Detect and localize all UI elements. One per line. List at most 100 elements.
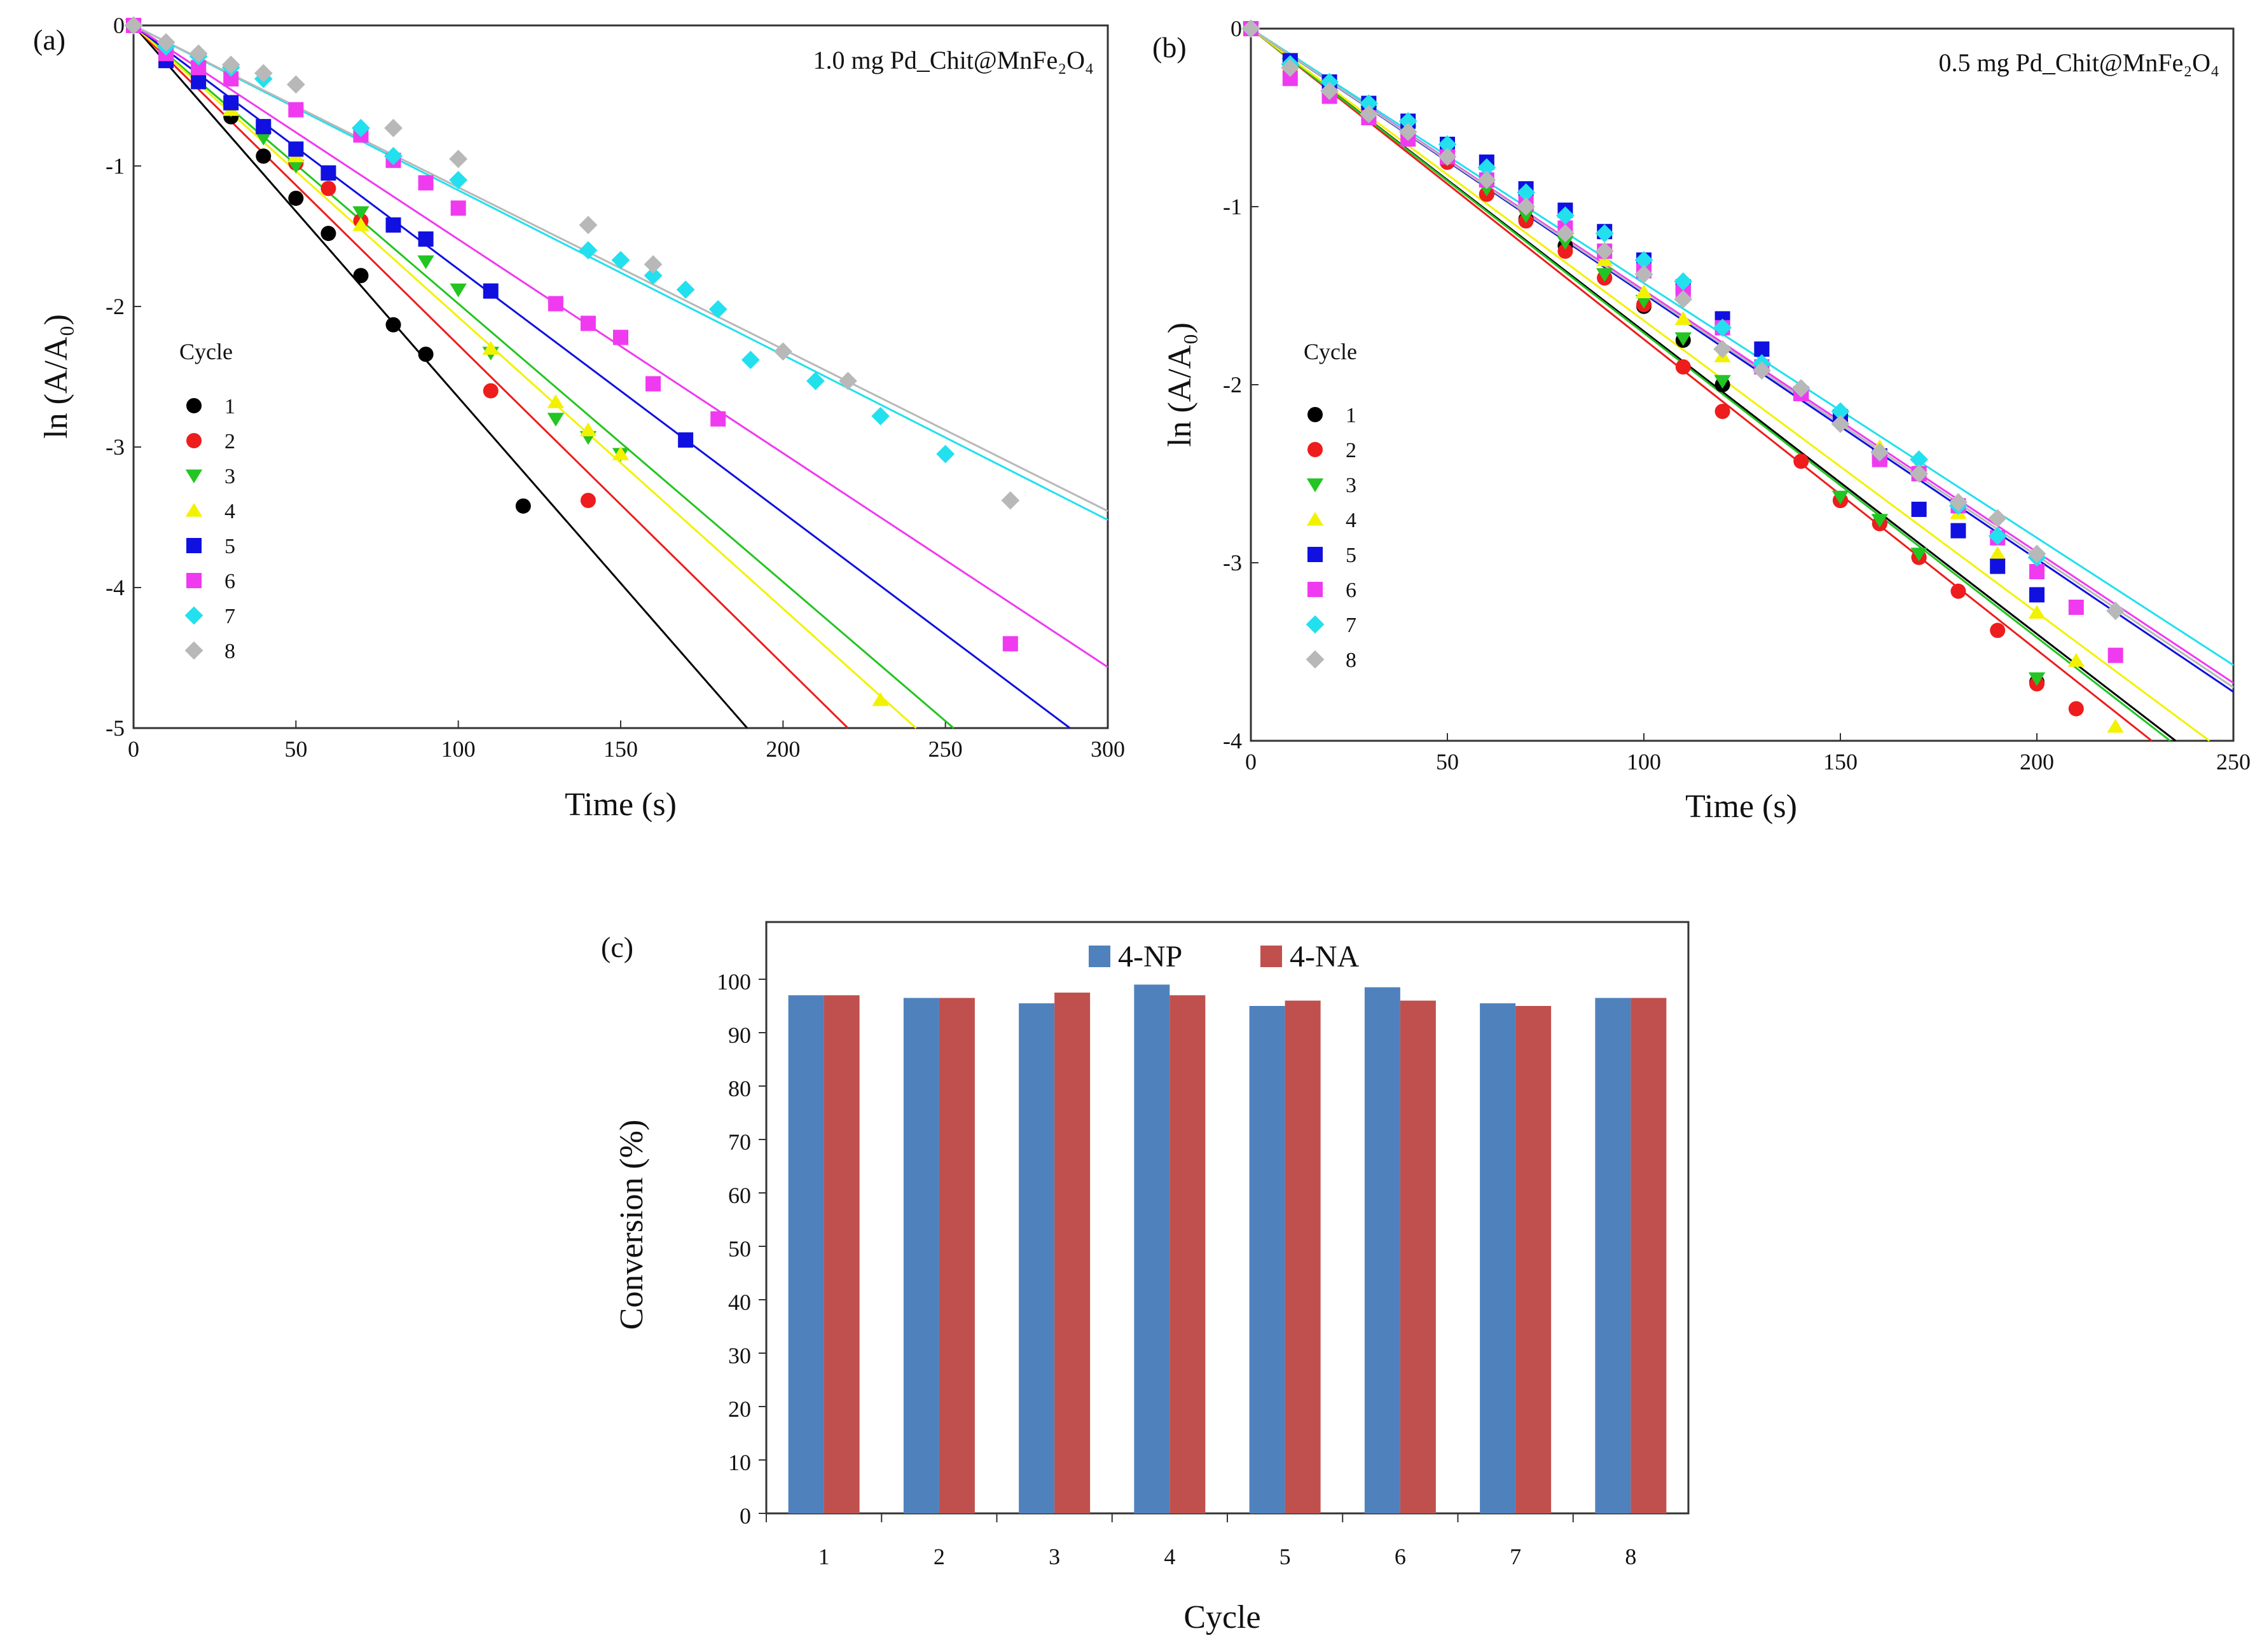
data-point-cycle-5 bbox=[2029, 587, 2045, 603]
legend-label-cycle-5: 5 bbox=[1346, 544, 1356, 567]
legend-label-4-NA: 4-NA bbox=[1290, 940, 1360, 974]
bar-4-NA-cycle-1 bbox=[824, 995, 860, 1513]
data-point-cycle-8 bbox=[189, 44, 208, 63]
data-point-cycle-2 bbox=[580, 492, 596, 508]
legend-marker-cycle-3 bbox=[1306, 478, 1324, 492]
panel-a-chart: (a) 1.0 mg Pd_Chit@MnFe₂O₄ ln (A/A₀) Tim… bbox=[33, 13, 1125, 823]
fit-line-cycle-1 bbox=[132, 25, 748, 729]
panel-a-annotation: 1.0 mg Pd_Chit@MnFe₂O₄ bbox=[813, 46, 1094, 74]
bar-4-NP-cycle-4 bbox=[1134, 984, 1170, 1513]
data-point-cycle-6 bbox=[548, 296, 563, 312]
x-tick-label: 0 bbox=[128, 736, 139, 762]
data-point-cycle-7 bbox=[1438, 135, 1457, 154]
y-tick-label: 10 bbox=[728, 1450, 751, 1475]
data-point-cycle-7 bbox=[449, 170, 468, 189]
panel-a-ylabel: ln (A/A₀) bbox=[38, 314, 74, 439]
data-point-cycle-2 bbox=[1675, 359, 1691, 375]
legend-marker-cycle-5 bbox=[1307, 547, 1323, 562]
data-point-cycle-7 bbox=[936, 444, 955, 464]
data-point-cycle-1 bbox=[418, 347, 434, 362]
data-point-cycle-2 bbox=[321, 181, 336, 196]
y-tick-label: -4 bbox=[1223, 728, 1242, 754]
legend-label-cycle-3: 3 bbox=[224, 465, 235, 488]
data-point-cycle-3 bbox=[1910, 547, 1928, 561]
x-tick-label: 3 bbox=[1049, 1544, 1060, 1569]
bar-4-NA-cycle-5 bbox=[1285, 1000, 1321, 1513]
data-point-cycle-1 bbox=[353, 268, 369, 284]
data-point-cycle-7 bbox=[1634, 251, 1653, 270]
panel-a-xlabel: Time (s) bbox=[565, 787, 677, 823]
legend-marker-cycle-2 bbox=[1307, 442, 1323, 457]
y-tick-label: 100 bbox=[717, 969, 751, 995]
x-tick-label: 200 bbox=[766, 736, 800, 762]
data-point-cycle-2 bbox=[1557, 244, 1573, 259]
data-point-cycle-2 bbox=[483, 383, 499, 399]
legend-label-cycle-7: 7 bbox=[1346, 614, 1356, 637]
data-point-cycle-8 bbox=[1949, 493, 1968, 512]
data-point-cycle-1 bbox=[321, 226, 336, 242]
data-point-cycle-6 bbox=[450, 200, 466, 216]
data-point-cycle-7 bbox=[352, 118, 370, 137]
legend-marker-cycle-1 bbox=[1307, 407, 1323, 422]
data-point-cycle-4 bbox=[579, 422, 597, 437]
data-point-cycle-7 bbox=[708, 300, 728, 319]
data-point-cycle-7 bbox=[806, 371, 825, 390]
data-point-cycle-8 bbox=[2106, 602, 2125, 620]
x-tick-label: 6 bbox=[1395, 1544, 1406, 1569]
data-point-cycle-3 bbox=[1714, 375, 1731, 389]
data-point-cycle-4 bbox=[482, 341, 499, 355]
data-point-cycle-4 bbox=[1674, 311, 1692, 325]
legend-marker-cycle-1 bbox=[186, 398, 202, 413]
data-point-cycle-5 bbox=[385, 217, 401, 233]
data-point-cycle-7 bbox=[1713, 319, 1732, 337]
x-tick-label: 100 bbox=[1627, 749, 1661, 774]
legend-swatch-4-NA bbox=[1260, 946, 1282, 967]
data-point-cycle-5 bbox=[223, 95, 239, 111]
legend-label-cycle-2: 2 bbox=[224, 430, 235, 453]
legend-label-cycle-1: 1 bbox=[1346, 404, 1356, 427]
legend-marker-cycle-6 bbox=[186, 573, 202, 588]
panel-b-legend-title: Cycle bbox=[1304, 339, 1357, 364]
data-point-cycle-7 bbox=[1831, 402, 1850, 421]
data-point-cycle-8 bbox=[839, 371, 857, 390]
y-tick-label: 70 bbox=[728, 1129, 751, 1155]
y-tick-label: 30 bbox=[728, 1343, 751, 1368]
y-tick-label: -2 bbox=[106, 294, 125, 319]
panel-c-bars bbox=[788, 984, 1667, 1513]
data-point-cycle-8 bbox=[579, 216, 598, 235]
legend-marker-cycle-4 bbox=[185, 503, 203, 517]
bar-4-NA-cycle-3 bbox=[1054, 993, 1091, 1513]
x-tick-label: 4 bbox=[1164, 1544, 1175, 1569]
panel-c-label: (c) bbox=[601, 931, 633, 963]
y-tick-label: 50 bbox=[728, 1236, 751, 1262]
data-point-cycle-3 bbox=[1596, 268, 1613, 282]
data-point-cycle-3 bbox=[1517, 209, 1534, 223]
data-point-cycle-7 bbox=[1477, 158, 1496, 177]
data-point-cycle-7 bbox=[384, 147, 403, 165]
data-point-cycle-8 bbox=[644, 255, 663, 274]
data-point-cycle-4 bbox=[1635, 284, 1653, 298]
panel-c-ticks: 0 10 20 30 40 50 60 70 80 90 100 1 2 3 4 5 6 7 8 bbox=[717, 969, 1636, 1569]
data-point-cycle-7 bbox=[1360, 94, 1378, 113]
legend-label-cycle-3: 3 bbox=[1346, 474, 1356, 497]
data-point-cycle-3 bbox=[1831, 490, 1849, 505]
legend-label-cycle-8: 8 bbox=[1346, 649, 1356, 672]
panel-a-label: (a) bbox=[33, 24, 66, 56]
data-point-cycle-8 bbox=[1281, 59, 1300, 77]
y-tick-label: 90 bbox=[728, 1022, 751, 1048]
data-point-cycle-4 bbox=[547, 394, 565, 408]
data-point-cycle-8 bbox=[1831, 415, 1850, 433]
legend-label-cycle-5: 5 bbox=[224, 535, 235, 558]
x-tick-label: 250 bbox=[928, 736, 963, 762]
data-point-cycle-7 bbox=[1398, 112, 1417, 130]
y-tick-label: 60 bbox=[728, 1183, 751, 1208]
legend-marker-cycle-2 bbox=[186, 433, 202, 448]
bar-4-NP-cycle-5 bbox=[1249, 1006, 1285, 1513]
legend-marker-cycle-4 bbox=[1306, 512, 1324, 526]
y-tick-label: 80 bbox=[728, 1076, 751, 1101]
panel-c-legend: 4-NP 4-NA bbox=[1089, 940, 1360, 974]
panel-b-ticks: 0 50 100 150 200 250 0 -1 -2 -3 -4 bbox=[1223, 16, 2251, 774]
bar-4-NP-cycle-1 bbox=[788, 995, 824, 1513]
bar-4-NA-cycle-4 bbox=[1169, 995, 1206, 1513]
legend-label-cycle-1: 1 bbox=[224, 395, 235, 418]
